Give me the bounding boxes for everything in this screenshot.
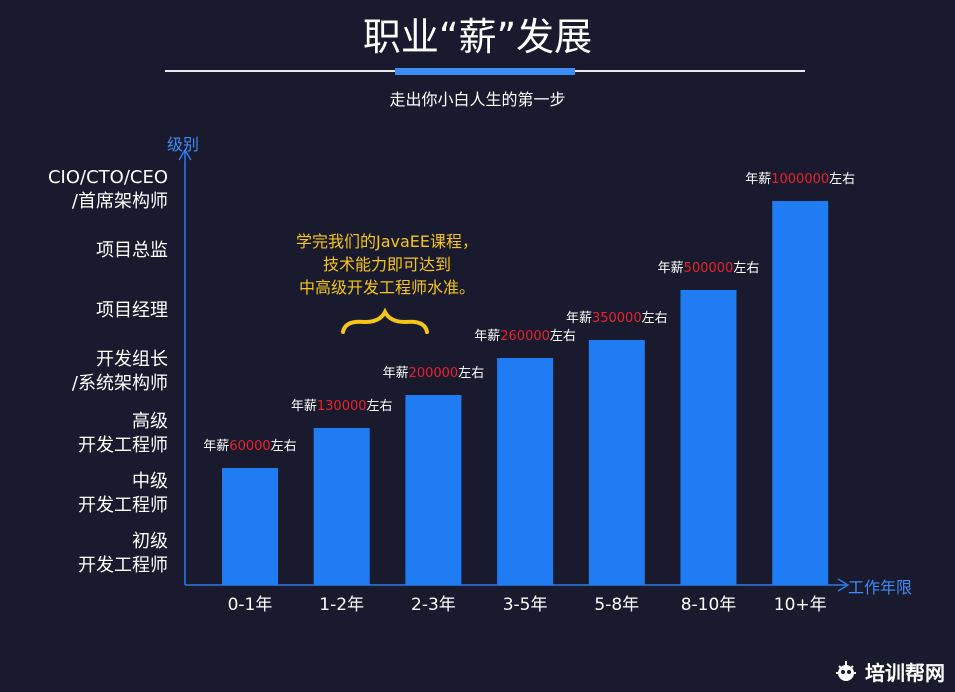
annotation-line-1: 学完我们的JavaEE课程， [296,232,478,251]
x-tick-label: 10+年 [774,595,827,615]
y-level-label: 项目总监 [96,240,168,261]
brand-mascot-icon [836,660,856,681]
bar-value-label: 年薪350000左右 [566,311,668,326]
annotation-line-2: 技术能力即可达到 [323,255,451,274]
x-tick-label: 5-8年 [594,595,639,615]
bar [772,201,829,585]
bar-value-label: 年薪130000左右 [291,399,393,414]
brand-logo: 培训帮网 [833,657,945,686]
x-axis-title: 工作年限 [848,578,912,597]
x-tick-labels: 0-1年 1-2年 2-3年 3-5年 5-8年 8-10年 10+年 [228,595,827,615]
bar-value-label: 年薪1000000左右 [745,172,855,187]
y-level-label: CIO/CTO/CEO/首席架构师 [48,167,168,212]
y-axis-title: 级别 [167,135,199,154]
bar-value-label: 年薪260000左右 [474,329,576,344]
y-level-label: 开发组长/系统架构师 [72,349,168,394]
x-tick-label: 3-5年 [503,595,548,615]
bar [222,468,278,585]
annotation-line-3: 中高级开发工程师水准。 [299,278,475,297]
title-divider-accent [395,68,575,75]
bar [497,358,554,585]
bar-value-label: 年薪500000左右 [658,261,760,276]
bar [588,340,645,585]
bar-value-label: 年薪200000左右 [383,366,485,381]
course-annotation: 学完我们的JavaEE课程， 技术能力即可达到 中高级开发工程师水准。 [296,232,478,334]
bar [405,395,462,585]
x-axis-arrow [837,578,850,592]
bars-group [222,201,829,585]
page-subtitle: 走出你小白人生的第一步 [389,90,566,109]
page-title: 职业“薪”发展 [362,15,593,59]
x-tick-label: 1-2年 [319,595,364,615]
annotation-brace [341,307,429,334]
y-level-label: 中级开发工程师 [78,471,168,516]
x-tick-label: 2-3年 [411,595,456,615]
y-level-label: 高级开发工程师 [78,411,168,456]
bar-value-label: 年薪60000左右 [203,439,296,454]
x-tick-label: 8-10年 [681,595,737,615]
bar-labels-group: 年薪60000左右 年薪130000左右 年薪200000左右 年薪260000左右 年… [203,172,855,454]
bar [313,428,370,585]
bar [680,290,737,585]
y-axis-arrow [178,148,192,161]
y-level-label: 项目经理 [96,300,168,321]
y-level-label: 初级开发工程师 [78,531,168,576]
x-tick-label: 0-1年 [228,595,273,615]
brand-name: 培训帮网 [865,661,945,685]
